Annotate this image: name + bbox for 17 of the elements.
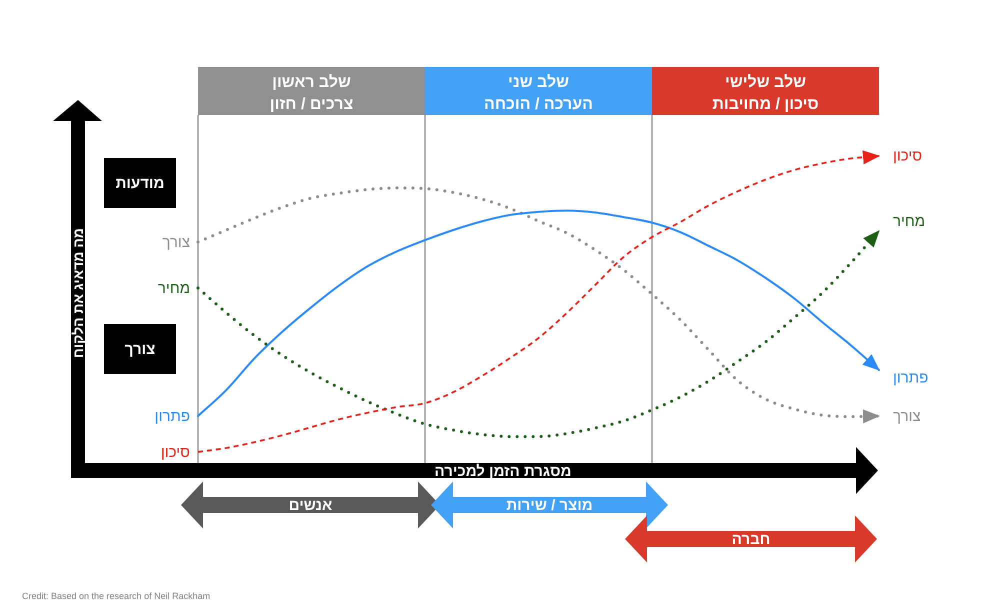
text: מוצר / שירות — [506, 497, 593, 514]
text: Credit: Based on the research of Neil Rackham — [22, 591, 210, 601]
text: חברה — [732, 531, 770, 548]
series-label: פתרון — [893, 369, 928, 386]
text: מה מדאיג את הלקוח — [70, 228, 86, 358]
text: שלב שלישי סיכון / מחויבות — [712, 73, 819, 113]
series-label: סיכון — [893, 147, 922, 164]
series-label: צורך — [893, 408, 921, 425]
series-label: מחיר — [893, 213, 926, 230]
series-label: מחיר — [158, 280, 190, 297]
series-label: סיכון — [160, 444, 190, 461]
text: שלב ראשון צרכים / חזון — [270, 73, 354, 113]
series-label: פתרון — [154, 408, 190, 426]
series-label: צורך — [162, 234, 190, 251]
text: שלב שני הערכה / הוכחה — [484, 73, 593, 113]
x-axis-title: מסגרת הזמן למכירה — [434, 463, 572, 480]
text: אנשים — [288, 497, 332, 514]
